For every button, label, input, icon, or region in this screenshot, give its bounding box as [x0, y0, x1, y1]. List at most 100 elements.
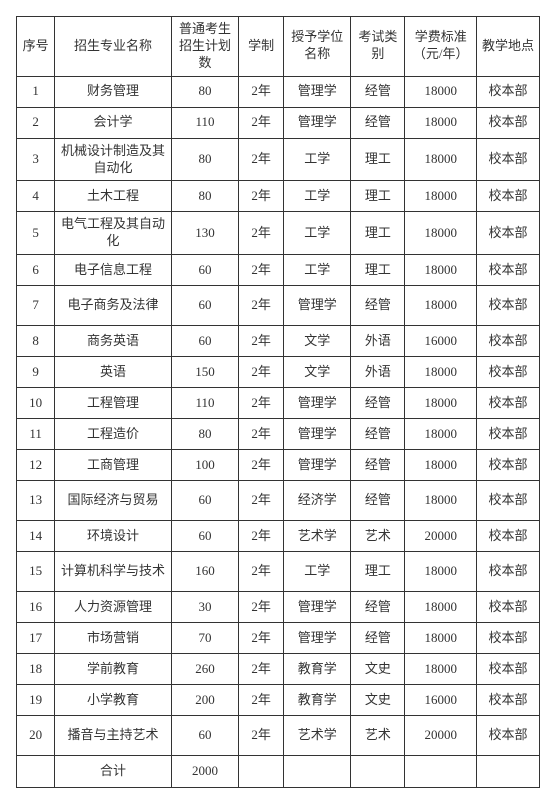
degree-cell: 教育学	[284, 654, 351, 685]
major-cell: 会计学	[55, 107, 172, 138]
fee-cell: 18000	[405, 138, 477, 181]
fee-cell: 16000	[405, 326, 477, 357]
seq-cell: 10	[17, 388, 55, 419]
degree-cell: 艺术学	[284, 716, 351, 756]
header-degree: 授予学位名称	[284, 17, 351, 77]
plan-cell: 110	[171, 388, 238, 419]
fee-cell: 18000	[405, 107, 477, 138]
examtype-cell: 艺术	[351, 716, 405, 756]
major-cell: 电气工程及其自动化	[55, 212, 172, 255]
table-row: 4土木工程802年工学理工18000校本部	[17, 181, 540, 212]
seq-cell: 16	[17, 592, 55, 623]
major-cell: 电子信息工程	[55, 255, 172, 286]
fee-cell: 18000	[405, 76, 477, 107]
examtype-cell: 文史	[351, 685, 405, 716]
plan-cell: 70	[171, 623, 238, 654]
location-cell: 校本部	[477, 654, 540, 685]
fee-cell: 16000	[405, 685, 477, 716]
location-cell: 校本部	[477, 286, 540, 326]
plan-cell: 110	[171, 107, 238, 138]
examtype-cell: 经管	[351, 286, 405, 326]
duration-cell: 2年	[239, 685, 284, 716]
plan-cell: 160	[171, 552, 238, 592]
examtype-cell: 理工	[351, 552, 405, 592]
location-cell: 校本部	[477, 450, 540, 481]
table-row: 6电子信息工程602年工学理工18000校本部	[17, 255, 540, 286]
fee-cell: 18000	[405, 552, 477, 592]
major-cell: 土木工程	[55, 181, 172, 212]
table-row: 2会计学1102年管理学经管18000校本部	[17, 107, 540, 138]
total-fee	[405, 756, 477, 788]
location-cell: 校本部	[477, 623, 540, 654]
degree-cell: 管理学	[284, 419, 351, 450]
table-row: 5电气工程及其自动化1302年工学理工18000校本部	[17, 212, 540, 255]
major-cell: 小学教育	[55, 685, 172, 716]
duration-cell: 2年	[239, 357, 284, 388]
location-cell: 校本部	[477, 481, 540, 521]
header-row: 序号 招生专业名称 普通考生招生计划数 学制 授予学位名称 考试类别 学费标准（…	[17, 17, 540, 77]
plan-cell: 100	[171, 450, 238, 481]
table-row: 19小学教育2002年教育学文史16000校本部	[17, 685, 540, 716]
degree-cell: 工学	[284, 255, 351, 286]
location-cell: 校本部	[477, 685, 540, 716]
seq-cell: 6	[17, 255, 55, 286]
examtype-cell: 理工	[351, 212, 405, 255]
total-seq	[17, 756, 55, 788]
degree-cell: 文学	[284, 357, 351, 388]
header-fee: 学费标准（元/年）	[405, 17, 477, 77]
duration-cell: 2年	[239, 76, 284, 107]
major-cell: 学前教育	[55, 654, 172, 685]
degree-cell: 工学	[284, 181, 351, 212]
table-row: 3机械设计制造及其自动化802年工学理工18000校本部	[17, 138, 540, 181]
fee-cell: 18000	[405, 255, 477, 286]
examtype-cell: 经管	[351, 388, 405, 419]
examtype-cell: 艺术	[351, 521, 405, 552]
location-cell: 校本部	[477, 357, 540, 388]
table-row: 10工程管理1102年管理学经管18000校本部	[17, 388, 540, 419]
plan-cell: 80	[171, 419, 238, 450]
degree-cell: 管理学	[284, 76, 351, 107]
table-row: 17市场营销702年管理学经管18000校本部	[17, 623, 540, 654]
duration-cell: 2年	[239, 592, 284, 623]
duration-cell: 2年	[239, 419, 284, 450]
seq-cell: 5	[17, 212, 55, 255]
fee-cell: 20000	[405, 716, 477, 756]
table-row: 11工程造价802年管理学经管18000校本部	[17, 419, 540, 450]
seq-cell: 19	[17, 685, 55, 716]
seq-cell: 3	[17, 138, 55, 181]
table-row: 8商务英语602年文学外语16000校本部	[17, 326, 540, 357]
degree-cell: 经济学	[284, 481, 351, 521]
examtype-cell: 外语	[351, 326, 405, 357]
major-cell: 商务英语	[55, 326, 172, 357]
fee-cell: 18000	[405, 623, 477, 654]
degree-cell: 工学	[284, 212, 351, 255]
plan-cell: 80	[171, 181, 238, 212]
degree-cell: 工学	[284, 552, 351, 592]
location-cell: 校本部	[477, 716, 540, 756]
header-location: 教学地点	[477, 17, 540, 77]
seq-cell: 11	[17, 419, 55, 450]
major-cell: 电子商务及法律	[55, 286, 172, 326]
location-cell: 校本部	[477, 388, 540, 419]
seq-cell: 8	[17, 326, 55, 357]
plan-cell: 130	[171, 212, 238, 255]
header-major: 招生专业名称	[55, 17, 172, 77]
total-row: 合计2000	[17, 756, 540, 788]
major-cell: 国际经济与贸易	[55, 481, 172, 521]
total-plan: 2000	[171, 756, 238, 788]
degree-cell: 管理学	[284, 623, 351, 654]
total-degree	[284, 756, 351, 788]
duration-cell: 2年	[239, 138, 284, 181]
plan-cell: 80	[171, 76, 238, 107]
major-cell: 工程造价	[55, 419, 172, 450]
duration-cell: 2年	[239, 716, 284, 756]
header-seq: 序号	[17, 17, 55, 77]
location-cell: 校本部	[477, 138, 540, 181]
fee-cell: 18000	[405, 388, 477, 419]
examtype-cell: 经管	[351, 450, 405, 481]
total-examtype	[351, 756, 405, 788]
duration-cell: 2年	[239, 450, 284, 481]
examtype-cell: 理工	[351, 138, 405, 181]
location-cell: 校本部	[477, 521, 540, 552]
degree-cell: 艺术学	[284, 521, 351, 552]
